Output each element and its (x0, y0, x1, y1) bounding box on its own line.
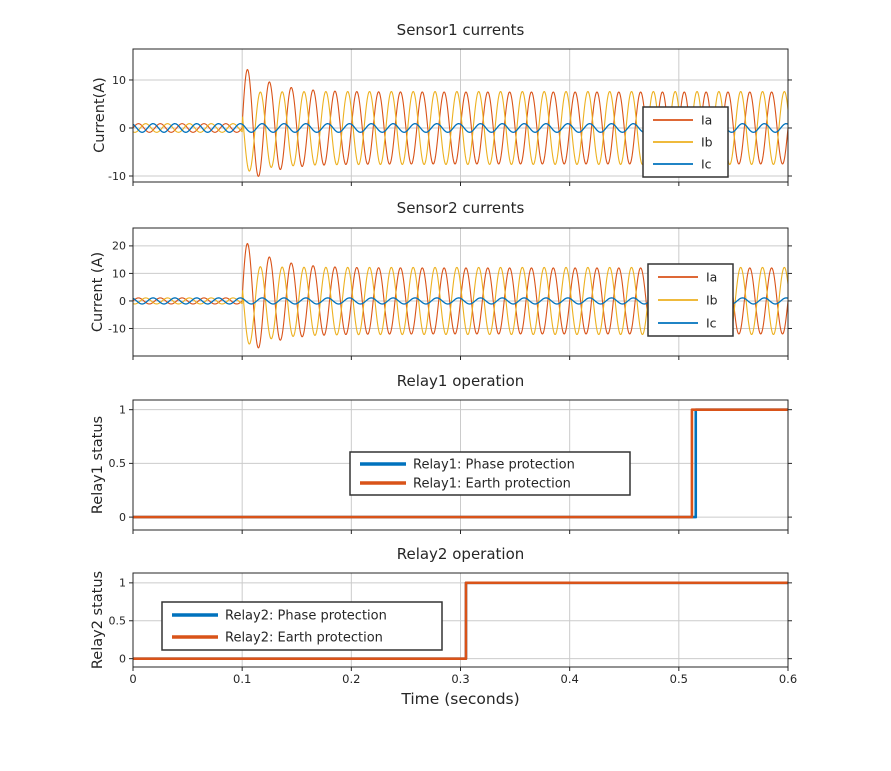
subplot3-title: Relay1 operation (396, 372, 525, 390)
subplot1-title: Sensor1 currents (396, 21, 525, 39)
legend-label: Ib (706, 292, 718, 307)
x-tick-label: 0 (129, 672, 136, 686)
subplot-2: -10 0 10 20 Ia Ib Ic (108, 227, 792, 360)
legend-label: Relay1: Phase protection (413, 458, 575, 473)
x-tick-label: 0.4 (561, 672, 579, 686)
legend-subplot-4: Relay2: Phase protection Relay2: Earth pr… (161, 601, 443, 651)
series-group (133, 408, 788, 519)
legend-label: Ib (701, 134, 713, 149)
legend-box (161, 601, 443, 651)
x-tick-label: 0.5 (670, 672, 688, 686)
y-tick-label: 0.5 (109, 457, 127, 470)
legend-label: Relay2: Phase protection (225, 609, 387, 624)
y-tick-label: 10 (112, 267, 126, 280)
y-tick-label: 0 (119, 511, 126, 524)
legend-label: Ia (706, 269, 717, 284)
y-tick-label: -10 (108, 322, 126, 335)
subplot1-ylabel: Current(A) (92, 77, 108, 153)
subplot4-ylabel: Relay2 status (90, 570, 106, 670)
legend-box (349, 451, 631, 496)
series-relay2-earth-protection-line (133, 581, 788, 660)
y-tick-label: 0 (119, 295, 126, 308)
subplot-3: 0 0.5 1 Relay1: Phase protection Relay1: Ear… (109, 399, 792, 534)
y-tick-label: 0 (119, 122, 126, 135)
legend-subplot-2: Ia Ib Ic (647, 263, 734, 337)
y-tick-label: 1 (119, 577, 126, 590)
subplot2-ylabel: Current (A) (90, 251, 106, 333)
y-tick-label: -10 (108, 170, 126, 183)
legend-label: Relay1: Earth protection (413, 477, 571, 492)
subplot-1: -10 0 10 Ia Ib Ic (108, 48, 792, 186)
subplot3-ylabel: Relay1 status (90, 415, 106, 515)
y-tick-label: 1 (119, 404, 126, 417)
subplot4-title: Relay2 operation (396, 545, 525, 563)
series-group (133, 581, 788, 660)
legend-subplot-1: Ia Ib Ic (642, 106, 729, 178)
legend-label: Ic (706, 315, 717, 330)
legend-label: Relay2: Earth protection (225, 631, 383, 646)
series-relay1-earth-protection-line (133, 408, 788, 519)
x-tick-label: 0.3 (451, 672, 469, 686)
y-tick-label: 0.5 (109, 615, 127, 628)
legend-label: Ia (701, 112, 712, 127)
legend-label: Ic (701, 156, 712, 171)
y-tick-label: 20 (112, 240, 126, 253)
legend-subplot-3: Relay1: Phase protection Relay1: Earth pr… (349, 451, 631, 496)
x-tick-label: 0.2 (342, 672, 360, 686)
subplot-4: 0 0.5 1 0 0.1 0.2 0.3 0.4 0.5 0.6 Relay2: Phase pr… (109, 572, 797, 686)
y-tick-label: 10 (112, 74, 126, 87)
x-axis-label: Time (seconds) (401, 690, 520, 708)
x-tick-label: 0.6 (779, 672, 797, 686)
x-tick-label: 0.1 (233, 672, 251, 686)
y-tick-label: 0 (119, 653, 126, 666)
subplot2-title: Sensor2 currents (396, 199, 525, 217)
